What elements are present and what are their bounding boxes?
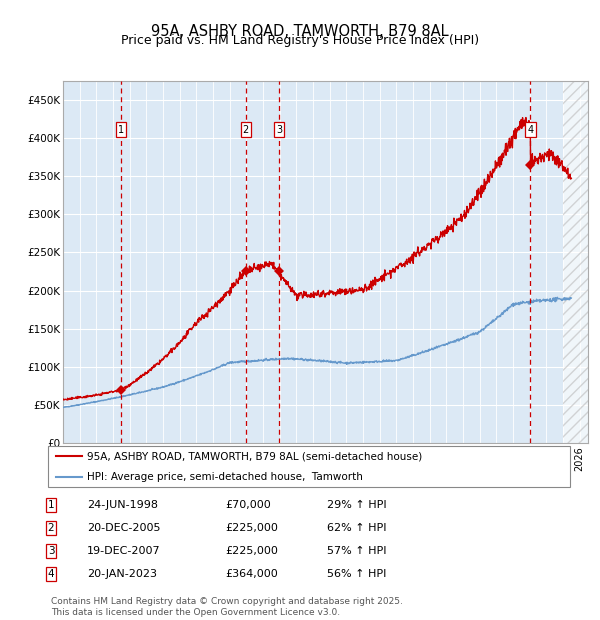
Text: Contains HM Land Registry data © Crown copyright and database right 2025.
This d: Contains HM Land Registry data © Crown c… <box>51 598 403 617</box>
Text: 29% ↑ HPI: 29% ↑ HPI <box>327 500 386 510</box>
Text: 57% ↑ HPI: 57% ↑ HPI <box>327 546 386 556</box>
Text: 2: 2 <box>47 523 55 533</box>
Text: HPI: Average price, semi-detached house,  Tamworth: HPI: Average price, semi-detached house,… <box>87 472 363 482</box>
Text: 95A, ASHBY ROAD, TAMWORTH, B79 8AL (semi-detached house): 95A, ASHBY ROAD, TAMWORTH, B79 8AL (semi… <box>87 451 422 461</box>
FancyBboxPatch shape <box>48 446 570 487</box>
Text: 24-JUN-1998: 24-JUN-1998 <box>87 500 158 510</box>
Text: £364,000: £364,000 <box>225 569 278 579</box>
Text: £225,000: £225,000 <box>225 523 278 533</box>
Text: £70,000: £70,000 <box>225 500 271 510</box>
Text: 20-JAN-2023: 20-JAN-2023 <box>87 569 157 579</box>
Text: £225,000: £225,000 <box>225 546 278 556</box>
Text: 1: 1 <box>47 500 55 510</box>
Text: 3: 3 <box>276 125 282 135</box>
Text: 2: 2 <box>243 125 249 135</box>
Text: 20-DEC-2005: 20-DEC-2005 <box>87 523 161 533</box>
Text: Price paid vs. HM Land Registry's House Price Index (HPI): Price paid vs. HM Land Registry's House … <box>121 34 479 47</box>
Text: 19-DEC-2007: 19-DEC-2007 <box>87 546 161 556</box>
Text: 3: 3 <box>47 546 55 556</box>
Text: 95A, ASHBY ROAD, TAMWORTH, B79 8AL: 95A, ASHBY ROAD, TAMWORTH, B79 8AL <box>151 24 449 38</box>
Text: 1: 1 <box>118 125 124 135</box>
Text: 4: 4 <box>527 125 533 135</box>
Text: 4: 4 <box>47 569 55 579</box>
Text: 62% ↑ HPI: 62% ↑ HPI <box>327 523 386 533</box>
Text: 56% ↑ HPI: 56% ↑ HPI <box>327 569 386 579</box>
